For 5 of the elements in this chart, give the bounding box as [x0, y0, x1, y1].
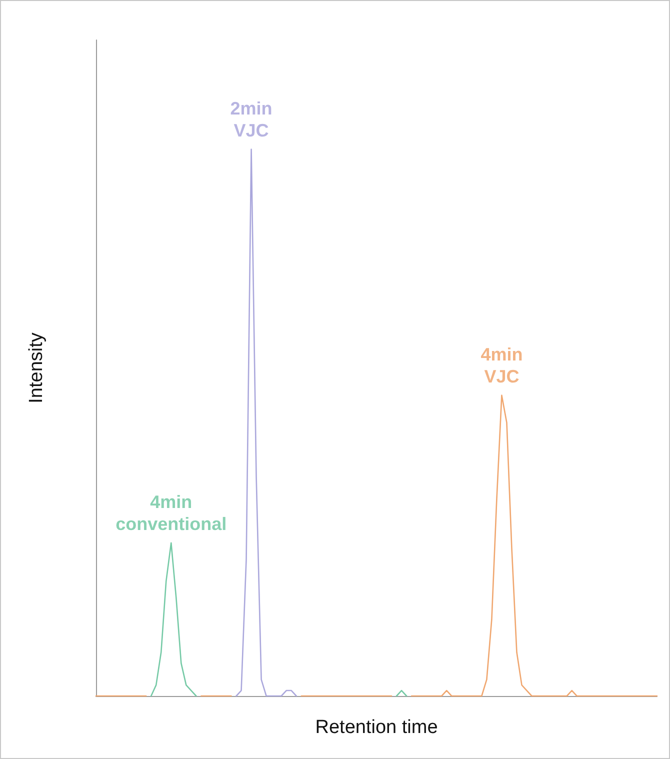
series-label: 2min VJC	[230, 98, 272, 140]
series-label: 4min VJC	[480, 344, 523, 386]
x-axis-title: Retention time	[315, 717, 438, 738]
y-axis-title: Intensity	[26, 332, 47, 404]
series-label: 4min conventional	[116, 492, 227, 534]
